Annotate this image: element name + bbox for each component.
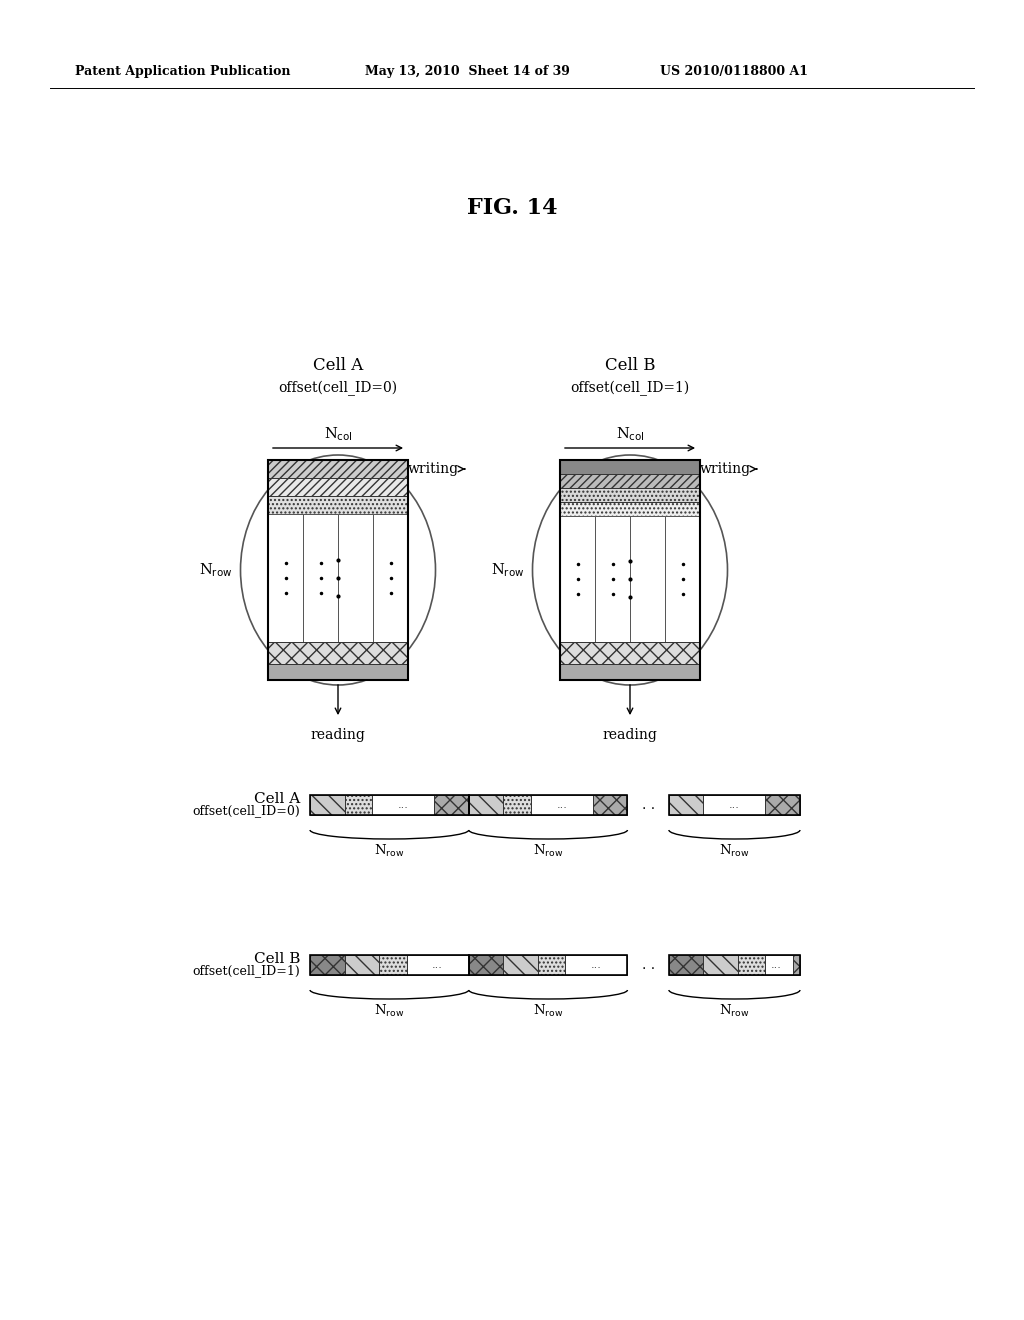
Bar <box>669 954 800 975</box>
Bar <box>373 513 408 642</box>
Bar <box>434 795 469 814</box>
Text: N$_{\rm row}$: N$_{\rm row}$ <box>719 843 750 859</box>
Text: ...: ... <box>397 800 409 810</box>
Bar <box>630 516 665 642</box>
Bar <box>766 954 794 975</box>
Text: US 2010/0118800 A1: US 2010/0118800 A1 <box>660 66 808 78</box>
Bar <box>503 954 538 975</box>
Bar <box>310 795 344 814</box>
Bar <box>560 642 700 664</box>
Bar <box>794 954 800 975</box>
Text: ...: ... <box>432 960 443 970</box>
Bar <box>530 795 593 814</box>
Text: Cell B: Cell B <box>605 356 655 374</box>
Bar <box>469 954 503 975</box>
Text: N$_{\rm col}$: N$_{\rm col}$ <box>324 425 352 442</box>
Bar <box>560 459 700 474</box>
Bar <box>703 795 766 814</box>
Text: reading: reading <box>602 729 657 742</box>
Text: writing: writing <box>700 462 757 477</box>
Bar <box>766 795 800 814</box>
Text: ...: ... <box>591 960 602 970</box>
Bar <box>344 795 372 814</box>
Bar <box>310 795 469 814</box>
Bar <box>303 513 338 642</box>
Bar <box>344 954 379 975</box>
Text: May 13, 2010  Sheet 14 of 39: May 13, 2010 Sheet 14 of 39 <box>365 66 570 78</box>
Bar <box>565 954 628 975</box>
Bar <box>669 954 703 975</box>
Text: offset(cell_ID=0): offset(cell_ID=0) <box>193 804 300 817</box>
Text: N$_{\rm row}$: N$_{\rm row}$ <box>492 561 524 579</box>
Text: N$_{\rm row}$: N$_{\rm row}$ <box>719 1003 750 1019</box>
Bar <box>538 954 565 975</box>
Text: Cell A: Cell A <box>254 792 300 807</box>
Text: N$_{\rm row}$: N$_{\rm row}$ <box>532 1003 563 1019</box>
Bar <box>665 516 700 642</box>
Text: N$_{\rm row}$: N$_{\rm row}$ <box>374 843 404 859</box>
Text: offset(cell_ID=1): offset(cell_ID=1) <box>193 965 300 978</box>
Bar <box>669 795 800 814</box>
Text: . .: . . <box>642 958 654 972</box>
Bar <box>372 795 434 814</box>
Bar <box>268 513 303 642</box>
Bar <box>593 795 628 814</box>
Bar <box>560 488 700 502</box>
Text: ...: ... <box>729 800 740 810</box>
Text: ...: ... <box>556 800 567 810</box>
Text: ...: ... <box>770 960 781 970</box>
Text: offset(cell_ID=1): offset(cell_ID=1) <box>570 380 689 396</box>
Bar <box>703 954 738 975</box>
Bar <box>560 516 595 642</box>
Text: reading: reading <box>310 729 366 742</box>
Text: Patent Application Publication: Patent Application Publication <box>75 66 291 78</box>
Text: writing: writing <box>408 462 465 477</box>
Bar <box>560 474 700 488</box>
Bar <box>560 459 700 680</box>
Bar <box>310 954 344 975</box>
Bar <box>310 954 469 975</box>
Bar <box>560 502 700 516</box>
Bar <box>268 478 408 496</box>
Bar <box>469 795 628 814</box>
Bar <box>268 664 408 680</box>
Text: Cell A: Cell A <box>313 356 364 374</box>
Bar <box>503 795 530 814</box>
Bar <box>268 496 408 513</box>
Bar <box>379 954 407 975</box>
Text: . .: . . <box>642 799 654 812</box>
Bar <box>560 664 700 680</box>
Bar <box>338 513 373 642</box>
Bar <box>669 795 703 814</box>
Text: N$_{\rm col}$: N$_{\rm col}$ <box>615 425 644 442</box>
Text: FIG. 14: FIG. 14 <box>467 197 557 219</box>
Text: N$_{\rm row}$: N$_{\rm row}$ <box>374 1003 404 1019</box>
Bar <box>738 954 766 975</box>
Text: offset(cell_ID=0): offset(cell_ID=0) <box>279 380 397 396</box>
Text: Cell B: Cell B <box>254 952 300 966</box>
Text: N$_{\rm row}$: N$_{\rm row}$ <box>200 561 232 579</box>
Bar <box>469 954 628 975</box>
Bar <box>268 459 408 478</box>
Bar <box>595 516 630 642</box>
Bar <box>469 795 503 814</box>
Bar <box>268 459 408 680</box>
Bar <box>268 642 408 664</box>
Text: N$_{\rm row}$: N$_{\rm row}$ <box>532 843 563 859</box>
Bar <box>407 954 469 975</box>
